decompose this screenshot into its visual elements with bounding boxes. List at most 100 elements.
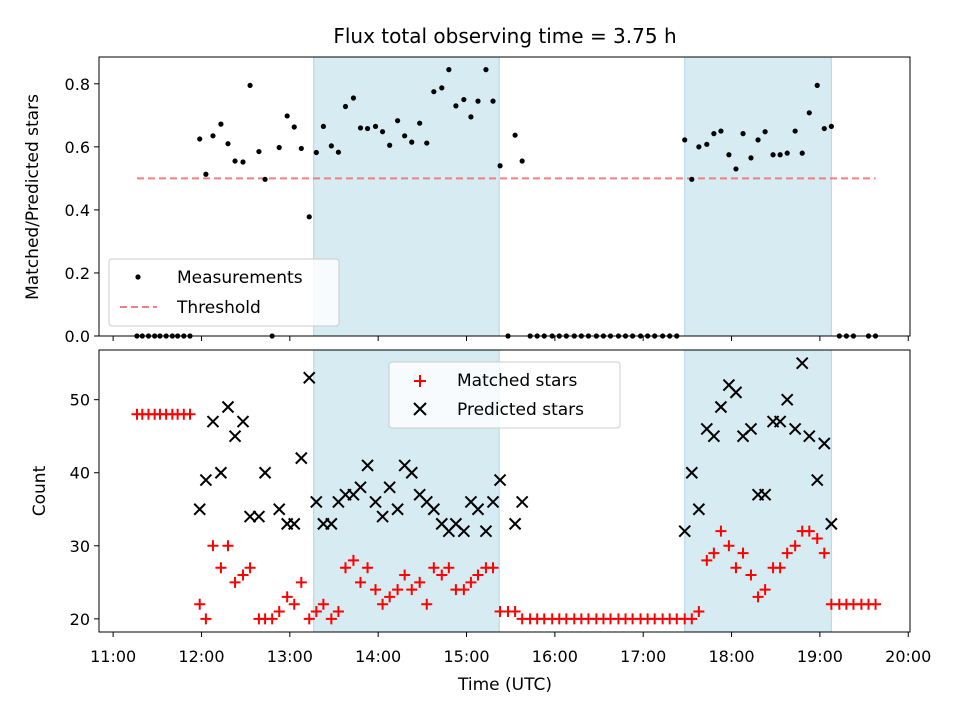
observing-window (684, 349, 832, 633)
predicted-point (486, 495, 500, 509)
y-tick-label: 0.6 (65, 138, 90, 157)
measurement-point (718, 128, 724, 134)
matched-point (354, 576, 366, 588)
matched-point (774, 562, 786, 574)
x-tick-label: 12:00 (178, 647, 224, 666)
measurement-point (689, 176, 695, 182)
predicted-point (252, 510, 266, 523)
measurement-point (256, 148, 262, 155)
predicted-point (773, 415, 787, 428)
legend-matched-label: Matched stars (457, 371, 577, 391)
y-tick-label: 30 (70, 537, 90, 556)
predicted-point (803, 429, 816, 443)
matched-point (215, 562, 227, 574)
matched-point (200, 613, 212, 625)
measurement-point (828, 123, 834, 129)
measurement-point (417, 120, 423, 126)
predicted-point (493, 473, 507, 487)
matched-point (325, 613, 337, 625)
predicted-point (369, 495, 382, 509)
legend-threshold-label: Threshold (176, 298, 261, 318)
matched-point (377, 598, 389, 610)
measurement-point (372, 123, 379, 129)
measurement-point (276, 144, 282, 151)
predicted-point (729, 386, 743, 399)
legend-predicted-marker (413, 402, 427, 416)
top-panel: 0.00.20.40.60.8 Matched/Predicted stars … (23, 56, 911, 346)
measurement-point (210, 133, 216, 139)
top-legend: Measurements Threshold (108, 258, 340, 327)
measurement-point (247, 82, 253, 88)
top-legend-box (108, 258, 340, 327)
measurement-point (387, 142, 393, 148)
matched-point (406, 584, 418, 596)
predicted-point (228, 429, 242, 443)
measurement-point (733, 166, 739, 172)
x-axis-label: Time (UTC) (457, 675, 552, 695)
predicted-point (707, 429, 721, 443)
bottom-y-axis: 20 30 40 50 (70, 391, 99, 629)
measurement-point (350, 95, 357, 101)
matched-point (194, 598, 206, 610)
predicted-point (273, 503, 286, 516)
matched-point (693, 606, 705, 618)
y-tick-label: 0.0 (65, 327, 90, 346)
predicted-point (325, 517, 338, 531)
matched-point (310, 606, 322, 618)
legend-predicted-label: Predicted stars (457, 400, 584, 420)
measurement-point (497, 163, 503, 169)
measurement-point (453, 103, 459, 109)
matched-point (487, 562, 499, 574)
x-tick-label: 19:00 (797, 647, 843, 666)
predicted-point (515, 495, 529, 509)
x-tick-label: 20:00 (885, 647, 931, 666)
matched-point (723, 540, 735, 552)
measurement-point (298, 145, 304, 152)
predicted-point (825, 517, 838, 531)
measurement-point (218, 121, 224, 127)
predicted-point (758, 488, 772, 501)
predicted-point (796, 356, 809, 370)
y-tick-label: 0.8 (65, 75, 90, 94)
measurement-point (814, 82, 820, 88)
predicted-point (206, 415, 220, 428)
matched-point (332, 606, 344, 618)
measurement-point (439, 85, 445, 91)
legend-measurements-label: Measurements (177, 268, 303, 288)
predicted-point (361, 459, 374, 472)
predicted-point (221, 400, 235, 414)
matched-point (370, 584, 382, 596)
measurement-point (821, 125, 827, 132)
legend-measurements-marker (135, 274, 141, 280)
predicted-point (236, 415, 250, 428)
predicted-point (508, 517, 522, 531)
measurement-point (490, 98, 496, 104)
bottom-axes-frame (98, 349, 911, 633)
matched-point (317, 598, 329, 610)
measurement-point (755, 137, 761, 143)
matched-point (399, 569, 411, 581)
measurement-point (379, 129, 386, 135)
measurement-point (197, 136, 203, 142)
matched-point (184, 408, 196, 420)
matched-point (708, 547, 720, 559)
matched-point (303, 613, 315, 625)
measurement-point (328, 143, 334, 149)
predicted-point (258, 466, 272, 479)
predicted-point (288, 517, 301, 531)
measurement-point (777, 152, 783, 158)
matched-point (347, 554, 359, 566)
measurement-point (784, 150, 790, 156)
predicted-point (471, 503, 485, 516)
top-axes-frame (98, 56, 911, 337)
measurement-point (232, 158, 238, 164)
measurement-point (291, 124, 297, 130)
measurement-point (726, 152, 732, 158)
predicted-point (714, 400, 728, 414)
measurement-point (799, 150, 805, 156)
measurement-point (284, 113, 290, 119)
measurement-point (342, 103, 349, 110)
top-observing-windows (313, 56, 832, 337)
y-tick-label: 40 (70, 464, 90, 483)
